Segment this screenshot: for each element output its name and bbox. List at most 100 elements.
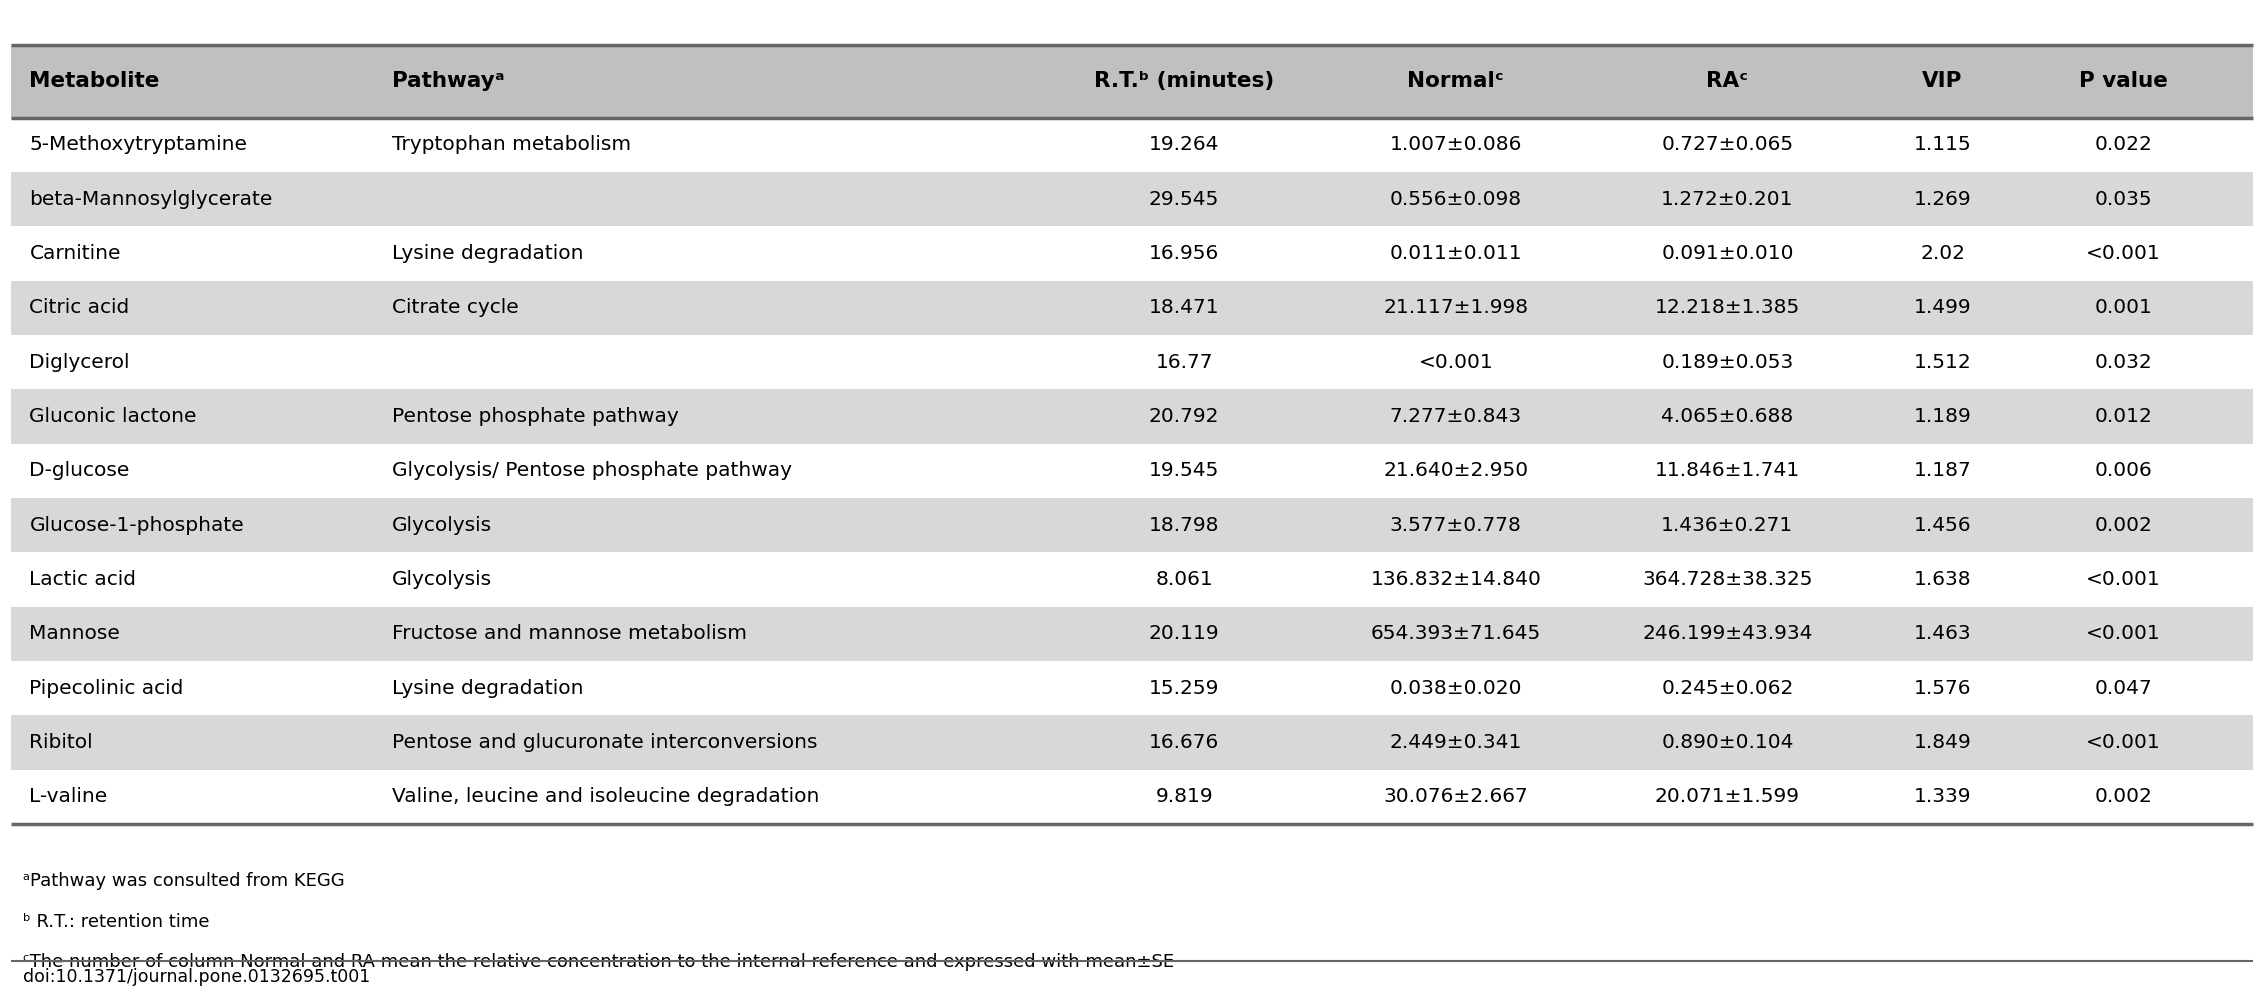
Text: 0.002: 0.002 bbox=[2094, 788, 2153, 806]
Text: 1.187: 1.187 bbox=[1913, 462, 1972, 480]
Text: 1.339: 1.339 bbox=[1913, 788, 1972, 806]
Text: 21.117±1.998: 21.117±1.998 bbox=[1383, 299, 1528, 317]
Text: 12.218±1.385: 12.218±1.385 bbox=[1655, 299, 1800, 317]
Text: ᵃPathway was consulted from KEGG: ᵃPathway was consulted from KEGG bbox=[23, 872, 344, 890]
Text: Fructose and mannose metabolism: Fructose and mannose metabolism bbox=[392, 625, 747, 643]
Text: Ribitol: Ribitol bbox=[29, 733, 93, 751]
Text: 18.798: 18.798 bbox=[1148, 516, 1220, 534]
Text: 30.076±2.667: 30.076±2.667 bbox=[1383, 788, 1528, 806]
Text: Glucose-1-phosphate: Glucose-1-phosphate bbox=[29, 516, 245, 534]
Bar bbox=[11, 444, 2253, 498]
Text: Glycolysis: Glycolysis bbox=[392, 570, 491, 589]
Text: 20.792: 20.792 bbox=[1148, 407, 1220, 426]
Text: 16.77: 16.77 bbox=[1155, 353, 1214, 371]
Text: 3.577±0.778: 3.577±0.778 bbox=[1390, 516, 1521, 534]
Text: 4.065±0.688: 4.065±0.688 bbox=[1662, 407, 1793, 426]
Text: 246.199±43.934: 246.199±43.934 bbox=[1641, 625, 1813, 643]
Bar bbox=[11, 770, 2253, 824]
Text: Tryptophan metabolism: Tryptophan metabolism bbox=[392, 136, 632, 154]
Text: 0.002: 0.002 bbox=[2094, 516, 2153, 534]
Text: Glycolysis: Glycolysis bbox=[392, 516, 491, 534]
Bar bbox=[11, 335, 2253, 389]
Text: Carnitine: Carnitine bbox=[29, 244, 120, 263]
Text: Pentose and glucuronate interconversions: Pentose and glucuronate interconversions bbox=[392, 733, 817, 751]
Text: 1.272±0.201: 1.272±0.201 bbox=[1662, 190, 1793, 208]
Text: 1.499: 1.499 bbox=[1913, 299, 1972, 317]
Bar bbox=[11, 172, 2253, 226]
Bar bbox=[11, 45, 2253, 118]
Text: 16.956: 16.956 bbox=[1148, 244, 1220, 263]
Text: 19.264: 19.264 bbox=[1148, 136, 1220, 154]
Text: Diglycerol: Diglycerol bbox=[29, 353, 129, 371]
Text: 0.012: 0.012 bbox=[2094, 407, 2153, 426]
Text: Citric acid: Citric acid bbox=[29, 299, 129, 317]
Text: <0.001: <0.001 bbox=[2085, 733, 2162, 751]
Text: ᶜThe number of column Normal and RA mean the relative concentration to the inter: ᶜThe number of column Normal and RA mean… bbox=[23, 953, 1173, 971]
Text: 2.449±0.341: 2.449±0.341 bbox=[1390, 733, 1521, 751]
Text: <0.001: <0.001 bbox=[1417, 353, 1494, 371]
Bar bbox=[11, 607, 2253, 661]
Text: 1.576: 1.576 bbox=[1913, 679, 1972, 697]
Text: 21.640±2.950: 21.640±2.950 bbox=[1383, 462, 1528, 480]
Text: P value: P value bbox=[2078, 71, 2169, 92]
Text: 0.245±0.062: 0.245±0.062 bbox=[1662, 679, 1793, 697]
Text: Gluconic lactone: Gluconic lactone bbox=[29, 407, 197, 426]
Text: Lactic acid: Lactic acid bbox=[29, 570, 136, 589]
Text: doi:10.1371/journal.pone.0132695.t001: doi:10.1371/journal.pone.0132695.t001 bbox=[23, 968, 369, 986]
Text: beta-Mannosylglycerate: beta-Mannosylglycerate bbox=[29, 190, 272, 208]
Text: 0.047: 0.047 bbox=[2094, 679, 2153, 697]
Text: 0.011±0.011: 0.011±0.011 bbox=[1390, 244, 1521, 263]
Text: 1.007±0.086: 1.007±0.086 bbox=[1390, 136, 1521, 154]
Text: Pathwayᵃ: Pathwayᵃ bbox=[392, 71, 505, 92]
Text: 0.727±0.065: 0.727±0.065 bbox=[1662, 136, 1793, 154]
Text: D-glucose: D-glucose bbox=[29, 462, 129, 480]
Text: 9.819: 9.819 bbox=[1155, 788, 1214, 806]
Text: 1.115: 1.115 bbox=[1913, 136, 1972, 154]
Text: Valine, leucine and isoleucine degradation: Valine, leucine and isoleucine degradati… bbox=[392, 788, 820, 806]
Text: 1.436±0.271: 1.436±0.271 bbox=[1662, 516, 1793, 534]
Text: R.T.ᵇ (minutes): R.T.ᵇ (minutes) bbox=[1094, 71, 1275, 92]
Text: Mannose: Mannose bbox=[29, 625, 120, 643]
Text: 136.832±14.840: 136.832±14.840 bbox=[1370, 570, 1542, 589]
Text: 0.091±0.010: 0.091±0.010 bbox=[1662, 244, 1793, 263]
Text: 654.393±71.645: 654.393±71.645 bbox=[1370, 625, 1542, 643]
Text: 0.038±0.020: 0.038±0.020 bbox=[1390, 679, 1521, 697]
Text: 1.456: 1.456 bbox=[1913, 516, 1972, 534]
Bar bbox=[11, 661, 2253, 715]
Text: 0.556±0.098: 0.556±0.098 bbox=[1390, 190, 1521, 208]
Text: 0.890±0.104: 0.890±0.104 bbox=[1662, 733, 1793, 751]
Bar bbox=[11, 389, 2253, 444]
Text: 15.259: 15.259 bbox=[1148, 679, 1220, 697]
Text: 364.728±38.325: 364.728±38.325 bbox=[1641, 570, 1813, 589]
Text: 19.545: 19.545 bbox=[1148, 462, 1220, 480]
Text: Glycolysis/ Pentose phosphate pathway: Glycolysis/ Pentose phosphate pathway bbox=[392, 462, 792, 480]
Text: 2.02: 2.02 bbox=[1920, 244, 1965, 263]
Text: Lysine degradation: Lysine degradation bbox=[392, 244, 584, 263]
Text: Normalᶜ: Normalᶜ bbox=[1408, 71, 1503, 92]
Bar bbox=[11, 715, 2253, 770]
Bar bbox=[11, 498, 2253, 552]
Text: 1.189: 1.189 bbox=[1913, 407, 1972, 426]
Text: 1.849: 1.849 bbox=[1913, 733, 1972, 751]
Text: 29.545: 29.545 bbox=[1148, 190, 1220, 208]
Text: 18.471: 18.471 bbox=[1148, 299, 1220, 317]
Text: L-valine: L-valine bbox=[29, 788, 109, 806]
Text: 0.032: 0.032 bbox=[2094, 353, 2153, 371]
Text: 8.061: 8.061 bbox=[1155, 570, 1214, 589]
Text: <0.001: <0.001 bbox=[2085, 625, 2162, 643]
Text: 1.638: 1.638 bbox=[1913, 570, 1972, 589]
Text: 0.001: 0.001 bbox=[2094, 299, 2153, 317]
Bar bbox=[11, 552, 2253, 607]
Text: 0.035: 0.035 bbox=[2094, 190, 2153, 208]
Text: RAᶜ: RAᶜ bbox=[1707, 71, 1748, 92]
Text: 1.512: 1.512 bbox=[1913, 353, 1972, 371]
Text: 20.071±1.599: 20.071±1.599 bbox=[1655, 788, 1800, 806]
Text: Pentose phosphate pathway: Pentose phosphate pathway bbox=[392, 407, 679, 426]
Text: 0.022: 0.022 bbox=[2094, 136, 2153, 154]
Bar bbox=[11, 281, 2253, 335]
Text: 20.119: 20.119 bbox=[1148, 625, 1220, 643]
Text: ᵇ R.T.: retention time: ᵇ R.T.: retention time bbox=[23, 912, 208, 931]
Text: 1.463: 1.463 bbox=[1913, 625, 1972, 643]
Text: Citrate cycle: Citrate cycle bbox=[392, 299, 518, 317]
Text: 0.006: 0.006 bbox=[2094, 462, 2153, 480]
